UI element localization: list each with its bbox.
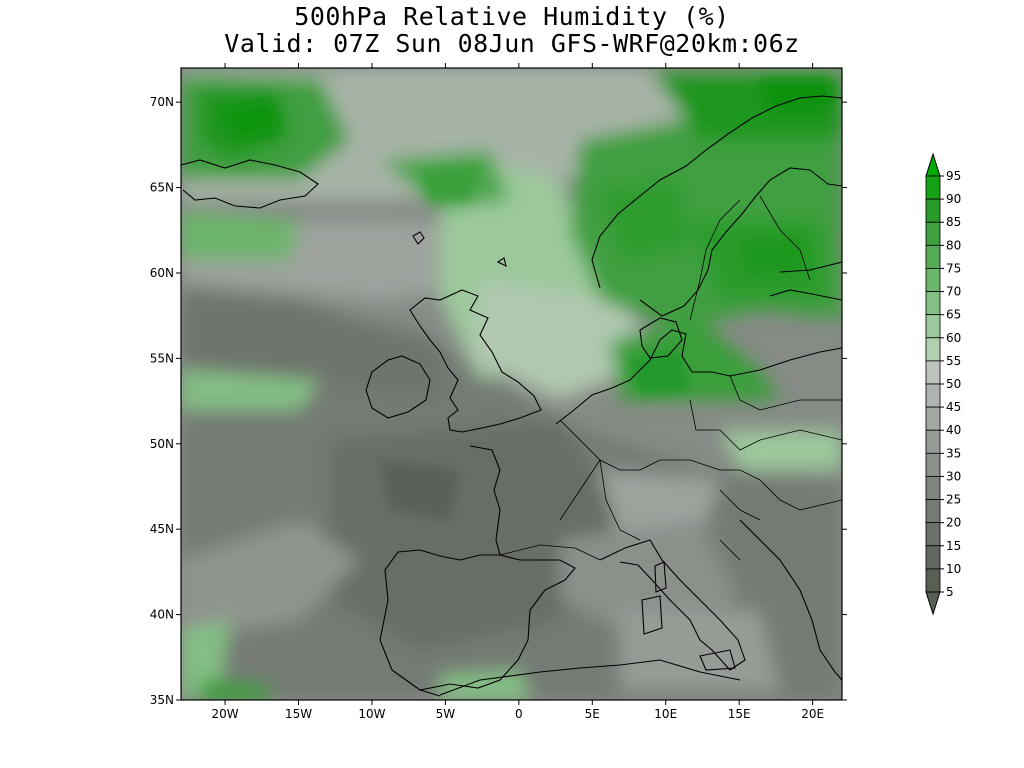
lon-tick-label: 15W <box>285 707 312 721</box>
lat-tick-label: 45N <box>150 522 174 536</box>
coast-corsica <box>654 561 667 593</box>
lat-tick-label: 40N <box>150 608 174 622</box>
colorbar-label: 65 <box>946 308 961 322</box>
coast-italy <box>599 539 746 671</box>
colorbar-label: 25 <box>946 493 961 507</box>
latitude-axis: 35N 40N 45N 50N 55N 60N 65N 70N <box>150 95 847 707</box>
colorbar-label: 15 <box>946 539 961 553</box>
lon-tick-label: 5E <box>585 707 600 721</box>
coast-sicily <box>699 649 736 671</box>
lat-tick-label: 55N <box>150 351 174 365</box>
colorbar-swatch <box>925 545 941 570</box>
coast-norway <box>591 95 842 289</box>
colorbar-swatch <box>925 360 941 385</box>
lon-tick-label: 10W <box>358 707 385 721</box>
lat-tick-label: 65N <box>150 181 174 195</box>
humidity-field <box>181 68 842 700</box>
lon-tick-label: 0 <box>515 707 523 721</box>
colorbar-swatch <box>925 499 941 524</box>
colorbar-swatch <box>925 568 941 593</box>
colorbar-swatch <box>925 383 941 408</box>
colorbar-swatch <box>925 268 941 292</box>
colorbar-label: 40 <box>946 423 961 437</box>
coast-finland <box>809 169 842 187</box>
coast-iceland <box>181 159 319 209</box>
colorbar-swatch <box>925 244 941 269</box>
colorbar-label: 35 <box>946 446 961 460</box>
map-frame <box>180 67 843 701</box>
coast-france <box>459 445 501 561</box>
colorbar-label: 60 <box>946 331 961 345</box>
colorbar-label: 30 <box>946 469 961 483</box>
colorbar-swatch <box>925 337 941 362</box>
colorbar-swatch <box>925 522 941 547</box>
lon-tick-label: 20W <box>211 707 238 721</box>
borders <box>499 195 842 561</box>
colorbar-label: 90 <box>946 192 961 206</box>
lon-tick-label: 20E <box>801 707 824 721</box>
colorbar-swatch <box>925 198 941 223</box>
colorbar-swatch <box>925 452 941 477</box>
coast-north-europe <box>555 329 731 425</box>
colorbar-label: 50 <box>946 377 961 391</box>
colorbar-swatch <box>925 314 941 339</box>
coast-north-africa <box>439 659 741 696</box>
colorbar-swatch <box>925 291 941 316</box>
colorbar-label: 95 <box>946 169 961 183</box>
lat-tick-label: 60N <box>150 266 174 280</box>
colorbar-swatch <box>925 476 941 500</box>
lon-tick-label: 10E <box>654 707 677 721</box>
colorbar-label: 45 <box>946 400 961 414</box>
colorbar-swatch <box>925 175 941 200</box>
lat-tick-label: 35N <box>150 693 174 707</box>
coast-ireland <box>365 355 431 419</box>
colorbar-swatch <box>925 429 941 454</box>
coast-sardinia <box>641 595 663 635</box>
colorbar-label: 5 <box>946 585 954 599</box>
colorbar-label: 70 <box>946 285 961 299</box>
lon-tick-label: 5W <box>436 707 456 721</box>
map-subtitle: Valid: 07Z Sun 08Jun GFS-WRF@20km:06z <box>224 29 800 58</box>
longitude-axis: 20W 15W 10W 5W 0 5E 10E 15E 20E <box>211 63 824 721</box>
colorbar-label: 80 <box>946 238 961 252</box>
colorbar-swatch <box>925 406 941 431</box>
colorbar: 95 90 85 80 75 70 65 60 55 50 45 40 35 30 25 20 15 10 5 <box>925 152 961 616</box>
lat-tick-label: 70N <box>150 95 174 109</box>
coastlines <box>181 95 842 697</box>
colorbar-label: 10 <box>946 562 961 576</box>
lat-tick-label: 50N <box>150 437 174 451</box>
coast-iberia <box>379 549 576 691</box>
map-title: 500hPa Relative Humidity (%) <box>294 2 730 31</box>
colorbar-label: 75 <box>946 261 961 275</box>
colorbar-label: 55 <box>946 354 961 368</box>
coast-great-britain <box>409 289 542 433</box>
colorbar-min-arrow <box>925 591 941 616</box>
colorbar-label: 20 <box>946 516 961 530</box>
coast-sweden <box>639 167 811 317</box>
lon-tick-label: 15E <box>728 707 751 721</box>
coast-denmark <box>639 317 683 359</box>
colorbar-swatch <box>925 221 941 246</box>
colorbar-max-arrow <box>925 152 941 177</box>
colorbar-label: 85 <box>946 215 961 229</box>
